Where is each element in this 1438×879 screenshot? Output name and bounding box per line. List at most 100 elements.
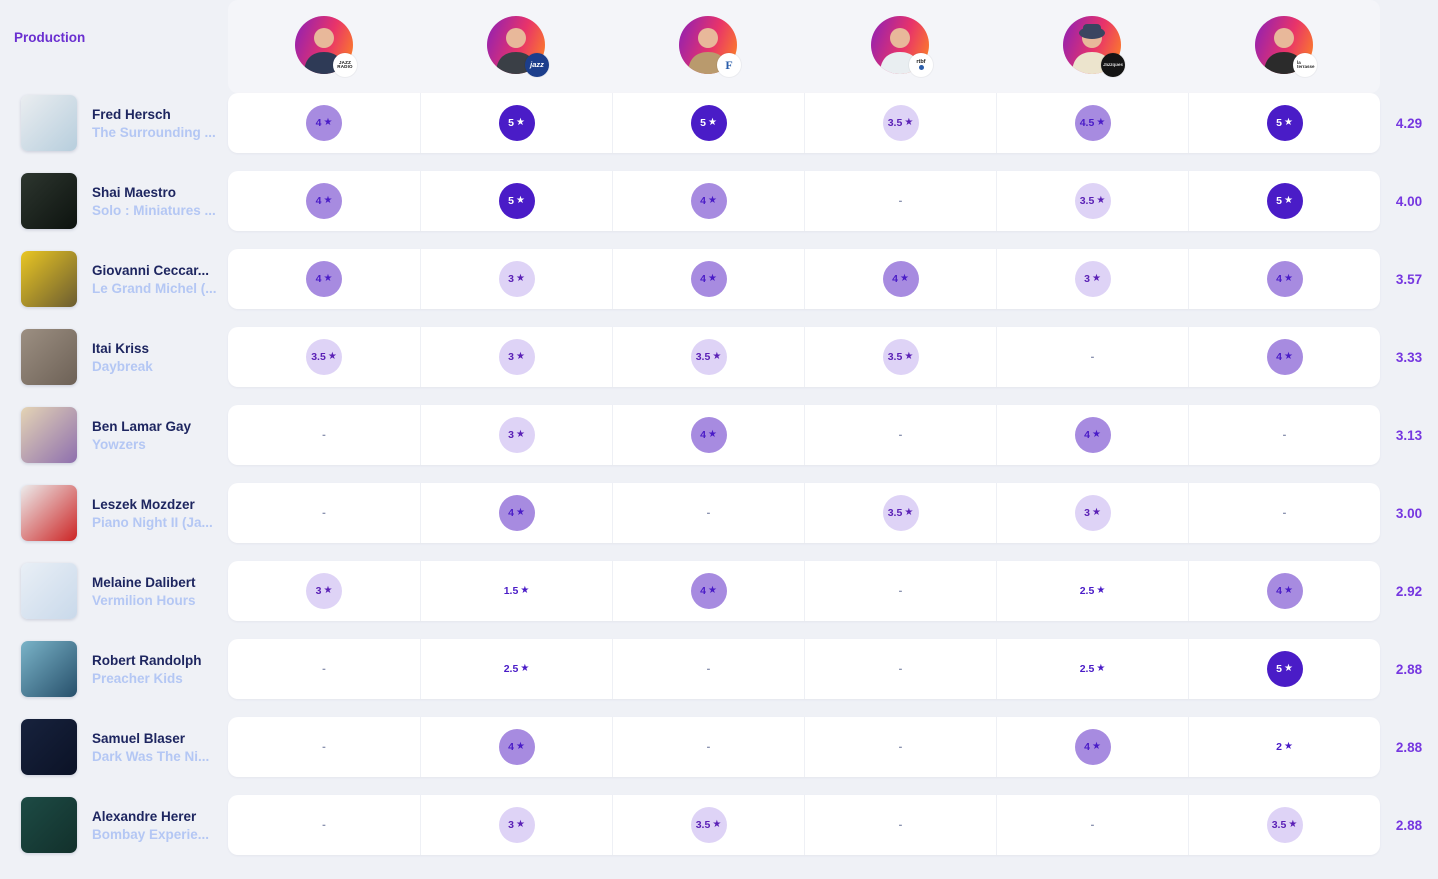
rating-cell-le-figaro[interactable]: - [612,483,804,543]
rating-cell-jazz-magazine[interactable]: 5 ★ [420,93,612,153]
rating-cell-jazz-magazine[interactable]: 5 ★ [420,171,612,231]
rating-pill[interactable]: 5 ★ [498,105,535,141]
rating-cell-la-terrasse[interactable]: 2 ★ [1188,717,1380,777]
rating-cell-jazz-radio[interactable]: - [228,717,420,777]
rater-avatar-rtbf[interactable]: rtbf [871,16,933,77]
rating-cell-rtbf[interactable]: 3.5 ★ [804,483,996,543]
rating-cell-rtbf[interactable]: - [804,405,996,465]
rating-cell-la-terrasse[interactable]: 4 ★ [1188,249,1380,309]
rating-cell-jazzques[interactable]: 4 ★ [996,717,1188,777]
rating-cell-jazz-magazine[interactable]: 3 ★ [420,405,612,465]
album-title-link[interactable]: Yowzers [92,436,146,452]
album-cover[interactable] [21,251,77,307]
rating-cell-jazz-radio[interactable]: - [228,795,420,855]
rating-pill[interactable]: 4 ★ [690,417,727,453]
rating-cell-jazzques[interactable]: - [996,327,1188,387]
album-title-link[interactable]: Preacher Kids [92,670,183,686]
album-title-link[interactable]: Bombay Experie... [92,826,210,842]
rating-pill[interactable]: 4 ★ [1266,573,1303,609]
rating-cell-rtbf[interactable]: - [804,795,996,855]
rating-cell-jazz-magazine[interactable]: 3 ★ [420,249,612,309]
rating-cell-jazz-radio[interactable]: 3.5 ★ [228,327,420,387]
rating-pill[interactable]: 5 ★ [1266,651,1303,687]
rating-cell-le-figaro[interactable]: - [612,639,804,699]
rating-cell-la-terrasse[interactable]: 4 ★ [1188,327,1380,387]
album-title-link[interactable]: Le Grand Michel (... [92,280,217,296]
rating-cell-rtbf[interactable]: 3.5 ★ [804,327,996,387]
rating-cell-jazz-radio[interactable]: 4 ★ [228,171,420,231]
rating-cell-jazz-magazine[interactable]: 1.5 ★ [420,561,612,621]
rating-pill[interactable]: 3.5 ★ [690,339,727,375]
rating-pill[interactable]: 2 ★ [1267,729,1303,765]
rating-cell-jazzques[interactable]: 3 ★ [996,249,1188,309]
album-cover[interactable] [21,563,77,619]
rating-pill[interactable]: 5 ★ [1266,105,1303,141]
album-title-link[interactable]: Vermilion Hours [92,592,196,608]
rating-pill[interactable]: 3 ★ [498,261,535,297]
album-title-link[interactable]: The Surrounding ... [92,124,216,140]
rating-cell-jazz-magazine[interactable]: 3 ★ [420,327,612,387]
rating-cell-la-terrasse[interactable]: 5 ★ [1188,171,1380,231]
rating-pill[interactable]: 3.5 ★ [1074,183,1111,219]
album-cover[interactable] [21,719,77,775]
rating-cell-rtbf[interactable]: - [804,171,996,231]
rating-pill[interactable]: 3 ★ [498,807,535,843]
rating-pill[interactable]: 3.5 ★ [1266,807,1303,843]
rating-cell-le-figaro[interactable]: 4 ★ [612,249,804,309]
rating-cell-jazzques[interactable]: - [996,795,1188,855]
album-title-link[interactable]: Piano Night II (Ja... [92,514,213,530]
rating-pill[interactable]: 5 ★ [690,105,727,141]
rating-pill[interactable]: 4 ★ [498,729,535,765]
rating-pill[interactable]: 3 ★ [498,417,535,453]
rating-pill[interactable]: 4 ★ [1266,261,1303,297]
album-cover[interactable] [21,95,77,151]
rating-pill[interactable]: 3.5 ★ [882,339,919,375]
rating-cell-rtbf[interactable]: - [804,717,996,777]
rating-cell-jazz-magazine[interactable]: 4 ★ [420,483,612,543]
rating-cell-jazzques[interactable]: 3.5 ★ [996,171,1188,231]
rating-pill[interactable]: 5 ★ [1266,183,1303,219]
rating-cell-jazzques[interactable]: 4 ★ [996,405,1188,465]
rating-cell-la-terrasse[interactable]: 4 ★ [1188,561,1380,621]
rating-pill[interactable]: 3.5 ★ [882,495,919,531]
rater-avatar-jazzques[interactable]: Jazzques [1063,16,1125,77]
rating-pill[interactable]: 4 ★ [306,261,342,297]
rating-cell-jazz-radio[interactable]: 4 ★ [228,93,420,153]
rating-cell-la-terrasse[interactable]: 5 ★ [1188,639,1380,699]
album-cover[interactable] [21,329,77,385]
rating-pill[interactable]: 4 ★ [1074,729,1111,765]
rating-pill[interactable]: 2.5 ★ [499,651,535,687]
rating-pill[interactable]: 4 ★ [690,261,727,297]
rating-pill[interactable]: 4.5 ★ [1074,105,1111,141]
rater-avatar-le-figaro[interactable]: F [679,16,741,77]
rating-pill[interactable]: 4 ★ [306,105,342,141]
rating-cell-jazzques[interactable]: 2.5 ★ [996,639,1188,699]
rating-cell-la-terrasse[interactable]: - [1188,405,1380,465]
rating-pill[interactable]: 3.5 ★ [690,807,727,843]
rating-pill[interactable]: 3.5 ★ [306,339,342,375]
rating-pill[interactable]: 4 ★ [498,495,535,531]
album-cover[interactable] [21,407,77,463]
rating-pill[interactable]: 3 ★ [1074,495,1111,531]
rating-cell-jazz-magazine[interactable]: 3 ★ [420,795,612,855]
rating-cell-rtbf[interactable]: - [804,561,996,621]
rating-pill[interactable]: 4 ★ [690,183,727,219]
rating-pill[interactable]: 3 ★ [306,573,342,609]
rating-cell-le-figaro[interactable]: 4 ★ [612,405,804,465]
rating-cell-rtbf[interactable]: 3.5 ★ [804,93,996,153]
rating-pill[interactable]: 4 ★ [882,261,919,297]
rating-pill[interactable]: 4 ★ [306,183,342,219]
rater-avatar-la-terrasse[interactable]: la terrasse [1255,16,1317,77]
rating-cell-rtbf[interactable]: - [804,639,996,699]
rating-pill[interactable]: 4 ★ [1074,417,1111,453]
album-title-link[interactable]: Daybreak [92,358,153,374]
album-cover[interactable] [21,797,77,853]
rating-cell-la-terrasse[interactable]: - [1188,483,1380,543]
rating-cell-le-figaro[interactable]: 4 ★ [612,561,804,621]
album-title-link[interactable]: Dark Was The Ni... [92,748,210,764]
rating-cell-jazz-magazine[interactable]: 4 ★ [420,717,612,777]
album-cover[interactable] [21,641,77,697]
rating-pill[interactable]: 2.5 ★ [1075,651,1111,687]
rating-pill[interactable]: 4 ★ [1266,339,1303,375]
rating-cell-jazz-radio[interactable]: - [228,483,420,543]
